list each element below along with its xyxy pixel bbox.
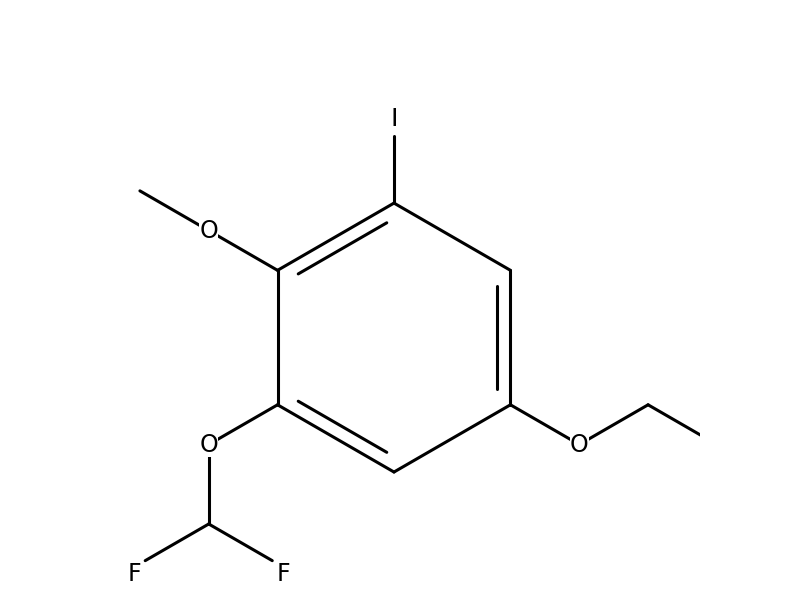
Text: O: O [199, 432, 218, 457]
Text: F: F [128, 562, 141, 586]
Text: O: O [199, 219, 218, 243]
Text: O: O [570, 432, 589, 457]
Text: I: I [390, 107, 398, 131]
Text: F: F [277, 562, 290, 586]
